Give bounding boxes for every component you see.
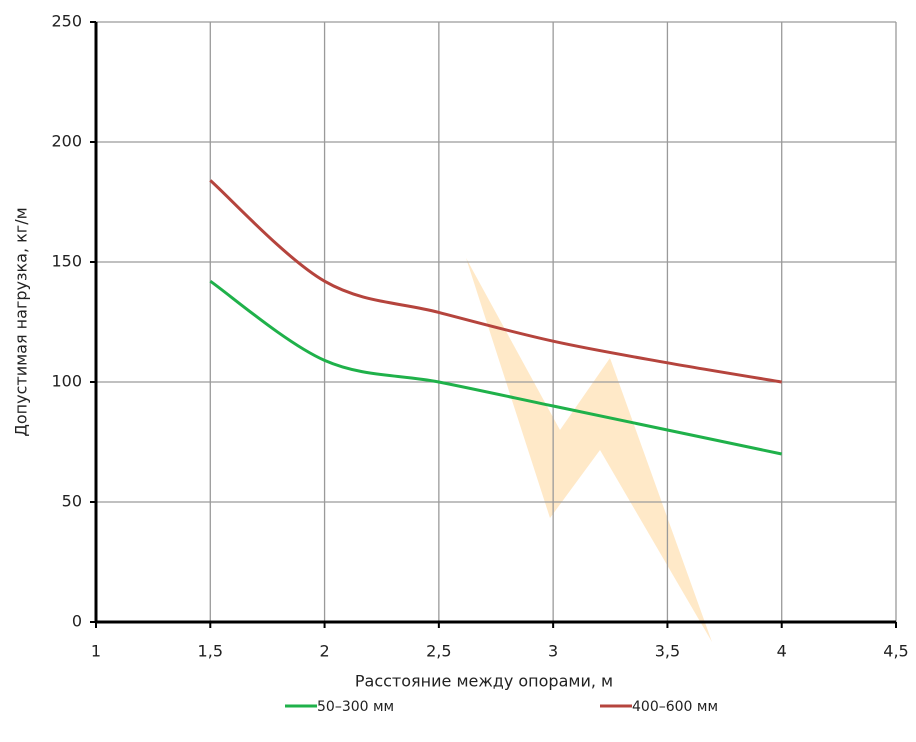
y-tick-label: 150 (51, 252, 82, 271)
legend-label: 400–600 мм (632, 699, 718, 715)
legend-label: 50–300 мм (317, 699, 394, 715)
x-axis-title: Расстояние между опорами, м (355, 672, 613, 691)
series-line (209, 279, 783, 456)
y-tick-label: 100 (51, 372, 82, 391)
y-axis-title: Допустимая нагрузка, кг/м (12, 207, 31, 436)
x-tick-label: 1 (91, 642, 101, 661)
x-tick-label: 3 (548, 642, 558, 661)
y-tick-label: 250 (51, 12, 82, 31)
x-tick-label: 4,5 (883, 642, 908, 661)
x-tick-label: 2 (319, 642, 329, 661)
x-tick-label: 3,5 (655, 642, 680, 661)
x-tick-label: 2,5 (426, 642, 451, 661)
series-line (209, 179, 782, 384)
x-tick-label: 4 (777, 642, 787, 661)
y-tick-label: 200 (51, 132, 82, 151)
watermark (466, 258, 712, 642)
y-tick-label: 50 (62, 492, 82, 511)
x-tick-label: 1,5 (198, 642, 223, 661)
y-tick-label: 0 (72, 612, 82, 631)
